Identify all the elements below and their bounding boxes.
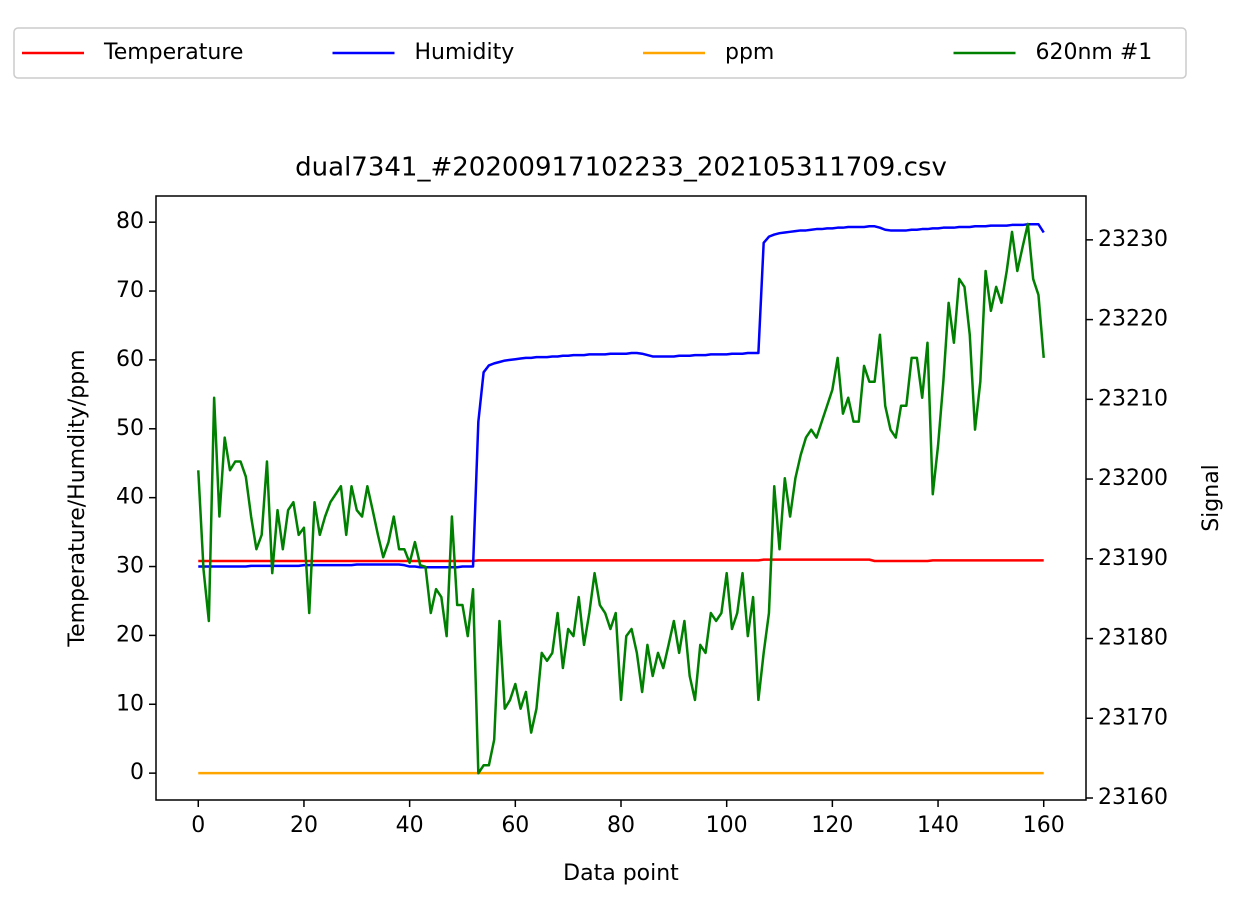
y-tick-label: 60: [116, 347, 144, 372]
y2-tick-label: 23170: [1098, 705, 1168, 730]
y2-tick-label: 23230: [1098, 227, 1168, 252]
y2-tick-label: 23210: [1098, 386, 1168, 411]
x-tick-label: 80: [607, 813, 635, 838]
y-tick-label: 20: [116, 622, 144, 647]
y-tick-label: 10: [116, 691, 144, 716]
legend-label: Humidity: [415, 40, 515, 65]
x-tick-label: 100: [706, 813, 748, 838]
chart-title: dual7341_#20200917102233_202105311709.cs…: [295, 153, 947, 183]
x-tick-label: 20: [290, 813, 318, 838]
y-tick-label: 0: [130, 760, 144, 785]
y-tick-label: 50: [116, 416, 144, 441]
legend-label: 620nm #1: [1036, 40, 1153, 65]
y2-tick-label: 23180: [1098, 626, 1168, 651]
y2-tick-label: 23200: [1098, 466, 1168, 491]
series-line: [197, 222, 1045, 775]
y-tick-label: 80: [116, 209, 144, 234]
x-tick-label: 120: [811, 813, 853, 838]
x-tick-label: 60: [501, 813, 529, 838]
y2-tick-label: 23160: [1098, 785, 1168, 810]
x-tick-label: 40: [396, 813, 424, 838]
y2-tick-label: 23220: [1098, 307, 1168, 332]
series-line: [198, 558, 1044, 563]
legend-box: [13, 27, 1187, 79]
x-tick-label: 160: [1023, 813, 1065, 838]
series-line: [198, 222, 1045, 569]
legend-label: ppm: [725, 40, 774, 65]
y-axis-label: Temperature/Humdity/ppm: [65, 349, 90, 647]
y2-axis-label: Signal: [1199, 464, 1224, 532]
x-axis-label: Data point: [563, 861, 679, 886]
x-tick-label: 0: [191, 813, 205, 838]
y-tick-label: 40: [116, 485, 144, 510]
y2-tick-label: 23190: [1098, 546, 1168, 571]
y-tick-label: 30: [116, 554, 144, 579]
plot-frame: [155, 195, 1087, 801]
y-tick-label: 70: [116, 278, 144, 303]
legend-label: Temperature: [103, 40, 243, 65]
x-tick-label: 140: [917, 813, 959, 838]
